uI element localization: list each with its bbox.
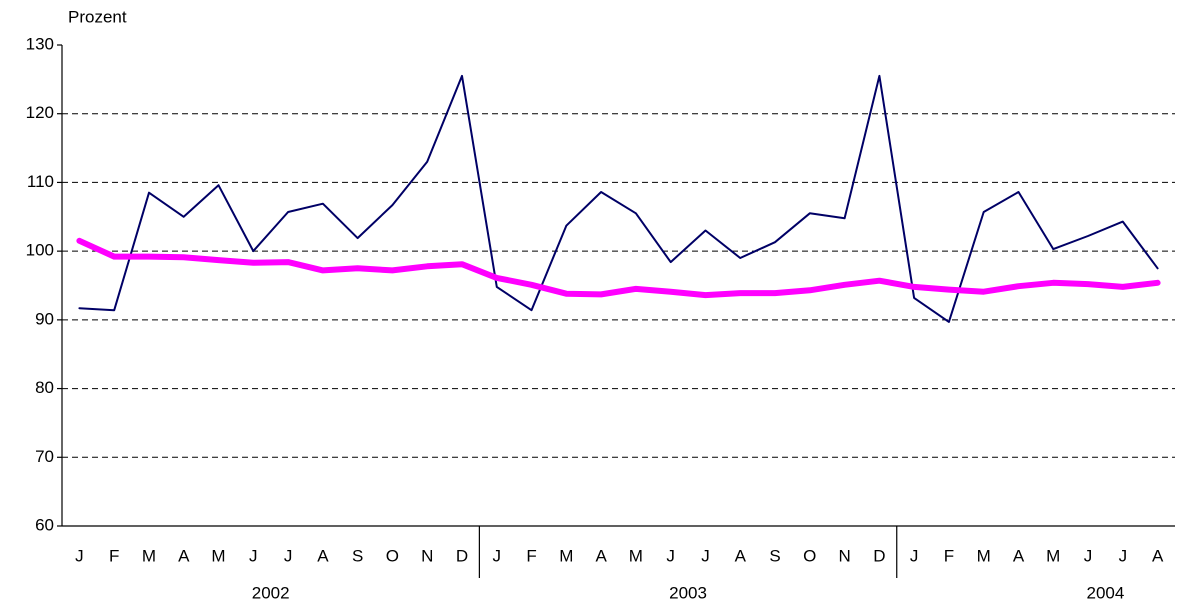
x-tick-label: M bbox=[142, 546, 156, 565]
y-tick-label: 130 bbox=[26, 34, 54, 53]
x-tick-label: J bbox=[1119, 546, 1128, 565]
x-tick-label: S bbox=[769, 546, 780, 565]
x-tick-label: O bbox=[803, 546, 816, 565]
x-tick-label: O bbox=[386, 546, 399, 565]
x-tick-label: J bbox=[910, 546, 919, 565]
y-tick-label: 120 bbox=[26, 103, 54, 122]
x-tick-label: N bbox=[421, 546, 433, 565]
x-tick-label: A bbox=[1152, 546, 1164, 565]
x-tick-label: J bbox=[701, 546, 710, 565]
x-tick-label: J bbox=[666, 546, 675, 565]
x-tick-label: D bbox=[873, 546, 885, 565]
x-tick-label: A bbox=[595, 546, 607, 565]
data-line bbox=[76, 237, 1161, 299]
year-label: 2004 bbox=[1087, 583, 1125, 602]
x-tick-label: F bbox=[944, 546, 954, 565]
x-tick-label: M bbox=[211, 546, 225, 565]
x-tick-label: J bbox=[284, 546, 293, 565]
y-axis-label: Prozent bbox=[68, 7, 127, 26]
x-tick-label: J bbox=[493, 546, 502, 565]
x-tick-label: N bbox=[838, 546, 850, 565]
x-tick-label: J bbox=[75, 546, 84, 565]
x-tick-label: J bbox=[1084, 546, 1093, 565]
y-tick-label: 90 bbox=[35, 309, 54, 328]
y-tick-label: 80 bbox=[35, 378, 54, 397]
x-tick-label: M bbox=[629, 546, 643, 565]
x-tick-label: M bbox=[559, 546, 573, 565]
x-tick-label: M bbox=[977, 546, 991, 565]
x-tick-label: D bbox=[456, 546, 468, 565]
y-tick-label: 60 bbox=[35, 515, 54, 534]
data-line bbox=[78, 74, 1159, 323]
x-tick-label: A bbox=[317, 546, 329, 565]
year-label: 2003 bbox=[669, 583, 707, 602]
x-tick-label: M bbox=[1046, 546, 1060, 565]
x-tick-label: F bbox=[526, 546, 536, 565]
x-tick-label: S bbox=[352, 546, 363, 565]
y-tick-label: 110 bbox=[27, 172, 54, 191]
y-tick-label: 100 bbox=[26, 241, 54, 260]
x-tick-label: F bbox=[109, 546, 119, 565]
x-tick-label: A bbox=[735, 546, 747, 565]
year-label: 2002 bbox=[252, 583, 290, 602]
x-tick-label: A bbox=[1013, 546, 1025, 565]
y-tick-label: 70 bbox=[35, 447, 54, 466]
x-tick-label: A bbox=[178, 546, 190, 565]
x-tick-label: J bbox=[249, 546, 258, 565]
